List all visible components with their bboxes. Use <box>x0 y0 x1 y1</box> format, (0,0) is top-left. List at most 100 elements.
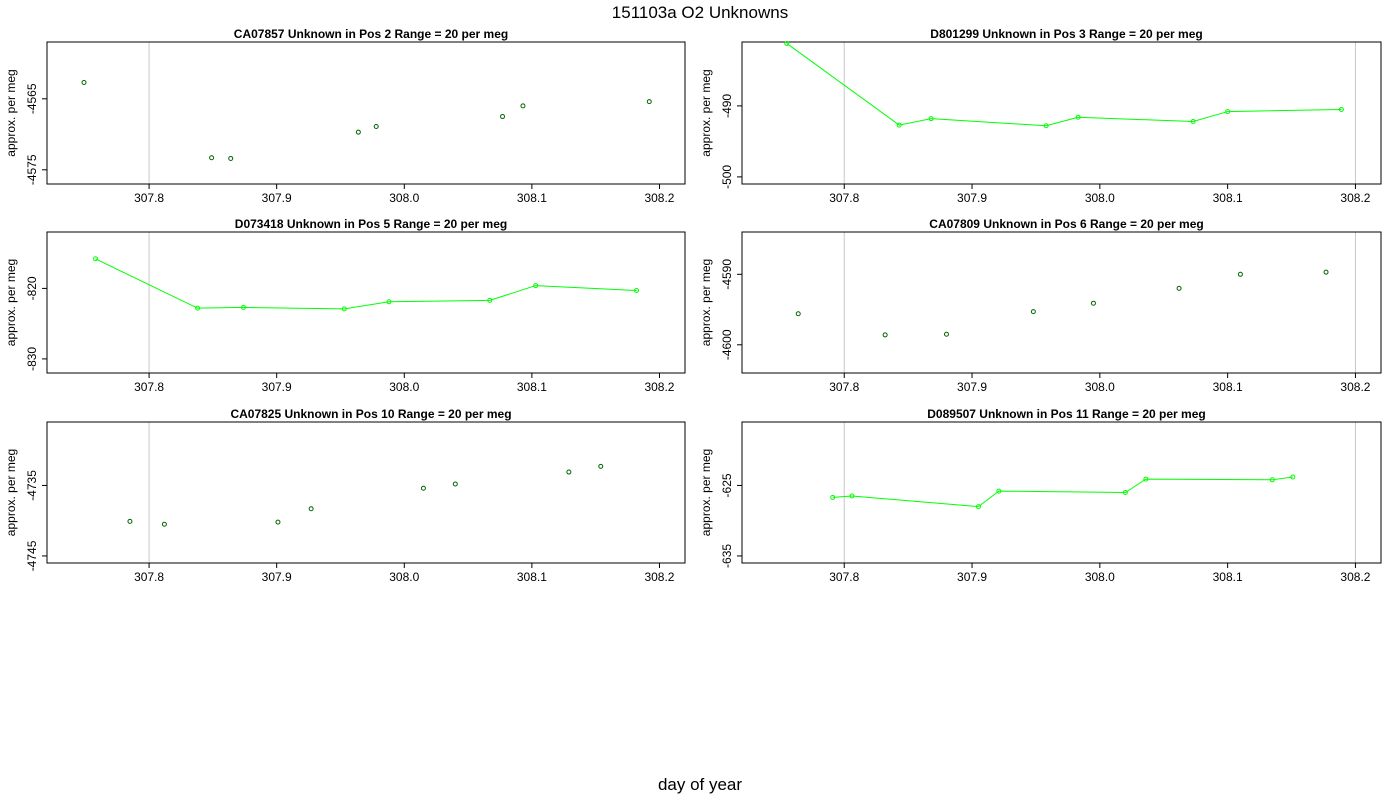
x-tick-label: 308.0 <box>389 380 419 394</box>
data-point <box>882 332 888 338</box>
data-point <box>386 299 392 305</box>
series-line <box>95 258 637 310</box>
x-tick-label: 308.1 <box>517 191 547 205</box>
data-point <box>241 304 247 310</box>
x-tick-label: 308.1 <box>1213 380 1243 394</box>
data-point <box>784 40 790 46</box>
chart-title: CA07809 Unknown in Pos 6 Range = 20 per … <box>929 217 1203 231</box>
chart-panel-1: CA07857 Unknown in Pos 2 Range = 20 per … <box>4 27 686 205</box>
data-point <box>1190 119 1196 125</box>
chart-panel-5: CA07825 Unknown in Pos 10 Range = 20 per… <box>4 407 686 584</box>
x-tick-label: 308.0 <box>389 570 419 584</box>
data-point <box>598 463 604 469</box>
data-point <box>1030 309 1036 315</box>
y-tick-label: -4745 <box>25 540 39 571</box>
data-point <box>1090 300 1096 306</box>
data-point <box>566 469 572 475</box>
data-point <box>975 504 981 510</box>
page-title: 151103a O2 Unknowns <box>611 3 789 22</box>
chart-panel-4: CA07809 Unknown in Pos 6 Range = 20 per … <box>699 217 1382 394</box>
data-point <box>81 79 87 85</box>
data-point <box>127 518 133 524</box>
y-axis-label: approx. per meg <box>699 449 713 536</box>
y-tick-label: -4575 <box>25 154 39 185</box>
y-axis-label: approx. per meg <box>4 449 18 536</box>
x-tick-label: 307.8 <box>829 191 859 205</box>
plot-frame <box>741 421 1382 564</box>
chart-title: D801299 Unknown in Pos 3 Range = 20 per … <box>930 27 1202 41</box>
data-point <box>520 103 526 109</box>
data-point <box>928 116 934 122</box>
x-tick-label: 308.2 <box>1340 570 1370 584</box>
data-point <box>92 256 98 262</box>
plot-frame <box>741 231 1382 374</box>
data-point <box>500 114 506 120</box>
x-tick-label: 308.2 <box>644 191 674 205</box>
chart-panel-2: D801299 Unknown in Pos 3 Range = 20 per … <box>699 27 1382 205</box>
y-tick-label: -830 <box>25 347 39 371</box>
series-line <box>786 43 1342 127</box>
x-tick-label: 308.1 <box>1213 570 1243 584</box>
x-tick-label: 307.9 <box>957 570 987 584</box>
chart-title: D073418 Unknown in Pos 5 Range = 20 per … <box>235 217 507 231</box>
data-point <box>341 306 347 312</box>
x-tick-label: 307.9 <box>262 570 292 584</box>
x-tick-label: 307.9 <box>957 191 987 205</box>
plot-frame <box>741 41 1382 185</box>
data-point <box>308 506 314 512</box>
chart-title: CA07857 Unknown in Pos 2 Range = 20 per … <box>234 27 508 41</box>
x-tick-label: 308.2 <box>1340 380 1370 394</box>
x-tick-label: 308.0 <box>389 191 419 205</box>
data-point <box>1043 123 1049 129</box>
x-axis-label: day of year <box>657 775 743 794</box>
data-point <box>1143 476 1149 482</box>
data-point <box>1237 271 1243 277</box>
x-tick-label: 308.1 <box>517 380 547 394</box>
data-point <box>943 331 949 337</box>
data-point <box>795 311 801 317</box>
plot-frame <box>46 421 686 564</box>
data-point <box>646 99 652 105</box>
data-point <box>849 493 855 499</box>
y-axis-label: approx. per meg <box>4 259 18 346</box>
data-point <box>896 122 902 128</box>
x-tick-label: 308.0 <box>1085 380 1115 394</box>
data-point <box>355 129 361 135</box>
x-tick-label: 307.8 <box>134 380 164 394</box>
data-point <box>1290 474 1296 480</box>
plot-frame <box>46 41 686 185</box>
data-point <box>1075 114 1081 120</box>
data-point <box>1338 106 1344 112</box>
data-point <box>533 283 539 289</box>
x-tick-label: 307.9 <box>262 191 292 205</box>
data-point <box>195 305 201 311</box>
chart-title: D089507 Unknown in Pos 11 Range = 20 per… <box>927 407 1205 421</box>
data-point <box>420 485 426 491</box>
chart-panel-3: D073418 Unknown in Pos 5 Range = 20 per … <box>4 217 686 394</box>
x-tick-label: 307.9 <box>957 380 987 394</box>
data-point <box>1176 285 1182 291</box>
x-tick-label: 308.1 <box>517 570 547 584</box>
data-point <box>830 494 836 500</box>
x-tick-label: 308.2 <box>644 570 674 584</box>
data-point <box>161 521 167 527</box>
y-axis-label: approx. per meg <box>4 69 18 156</box>
x-tick-label: 307.8 <box>134 570 164 584</box>
data-point <box>1323 269 1329 275</box>
series-line <box>832 476 1293 508</box>
x-tick-label: 307.8 <box>134 191 164 205</box>
plot-frame <box>46 231 686 374</box>
data-point <box>634 288 640 294</box>
data-point <box>487 297 493 303</box>
y-tick-label: -4565 <box>25 83 39 114</box>
y-tick-label: -4735 <box>25 470 39 501</box>
chart-title: CA07825 Unknown in Pos 10 Range = 20 per… <box>230 407 511 421</box>
data-point <box>1122 490 1128 495</box>
data-point <box>1225 109 1231 115</box>
x-tick-label: 308.2 <box>1340 191 1370 205</box>
data-point <box>275 519 281 525</box>
y-tick-label: -635 <box>720 544 734 568</box>
y-tick-label: -500 <box>720 165 734 189</box>
data-point <box>1269 477 1275 483</box>
y-axis-label: approx. per meg <box>699 259 713 346</box>
